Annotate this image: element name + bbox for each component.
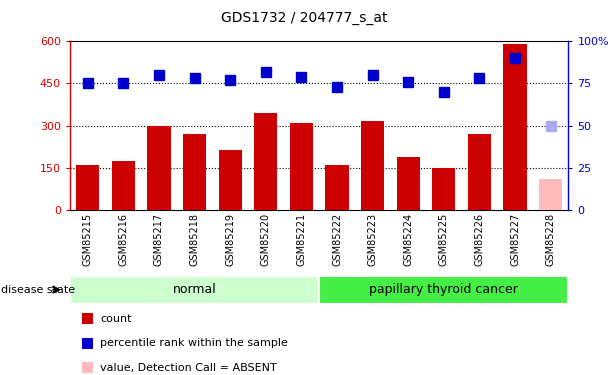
Text: value, Detection Call = ABSENT: value, Detection Call = ABSENT (100, 363, 277, 372)
Text: normal: normal (173, 283, 216, 296)
Bar (112, 161, 135, 210)
Bar (503, 44, 527, 210)
Bar (70, 276, 319, 304)
Text: percentile rank within the sample: percentile rank within the sample (100, 338, 288, 348)
Bar (183, 134, 206, 210)
Bar (76, 165, 99, 210)
Bar (290, 123, 313, 210)
Text: disease state: disease state (1, 285, 75, 295)
Bar (432, 168, 455, 210)
Text: count: count (100, 314, 132, 324)
Bar (361, 122, 384, 210)
Bar (468, 134, 491, 210)
Text: papillary thyroid cancer: papillary thyroid cancer (370, 283, 518, 296)
Bar (539, 179, 562, 210)
Bar (319, 276, 568, 304)
Bar (325, 165, 348, 210)
Bar (147, 126, 170, 210)
Bar (254, 113, 277, 210)
Bar (219, 150, 242, 210)
Text: GDS1732 / 204777_s_at: GDS1732 / 204777_s_at (221, 11, 387, 25)
Bar (396, 157, 420, 210)
